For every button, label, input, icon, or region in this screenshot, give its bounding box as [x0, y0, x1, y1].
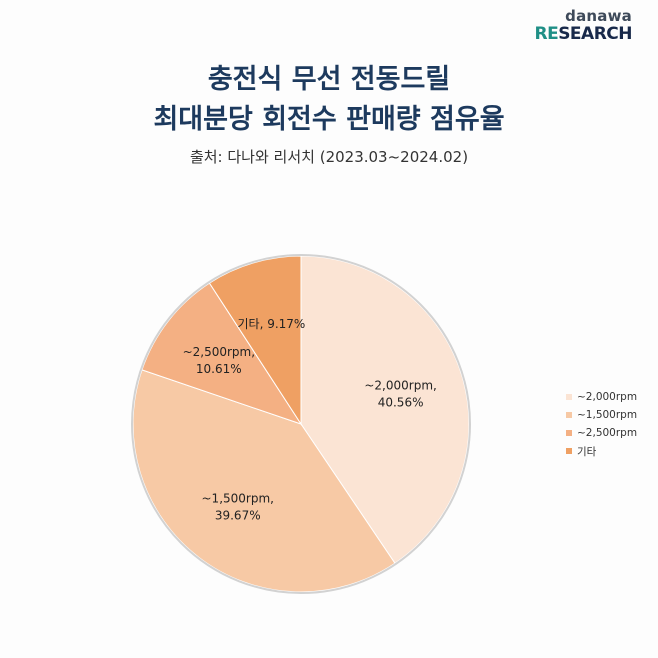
slice-label-category: ~2,000rpm,	[364, 379, 436, 393]
pie-slice	[132, 369, 396, 593]
danawa-research-logo: danawa RESEARCH	[534, 8, 632, 44]
legend-swatch	[566, 394, 572, 400]
logo-danawa-text: danawa	[565, 7, 632, 25]
legend-item: ~2,000rpm	[566, 388, 637, 406]
legend-swatch	[566, 430, 572, 436]
chart-title-line1: 충전식 무선 전동드릴	[207, 64, 451, 95]
slice-label-value: 39.67%	[215, 509, 261, 523]
pie-slice	[208, 255, 302, 426]
slice-label: ~1,500rpm, 39.67%	[202, 492, 274, 523]
legend-swatch	[566, 412, 572, 418]
pie-slices	[131, 254, 471, 594]
pie-slice	[141, 282, 303, 425]
slice-label: ~2,500rpm, 10.61%	[183, 345, 255, 376]
legend-label: ~1,500rpm	[577, 409, 638, 421]
pie-slice	[300, 255, 470, 564]
legend-swatch	[566, 448, 572, 454]
legend-item: 기타	[566, 442, 637, 460]
chart-title-line2: 최대분당 회전수 판매량 점유율	[153, 104, 505, 135]
legend-label: ~2,000rpm	[577, 391, 638, 403]
slice-label-category: ~2,500rpm,	[183, 345, 255, 359]
chart-source: 출처: 다나와 리서치 (2023.03~2024.02)	[189, 148, 469, 166]
slice-label-value: 40.56%	[378, 396, 424, 410]
legend-label: ~2,500rpm	[577, 427, 638, 439]
slice-label-value: 10.61%	[196, 362, 242, 376]
slice-label: ~2,000rpm, 40.56%	[364, 379, 436, 410]
chart-legend: ~2,000rpm ~1,500rpm ~2,500rpm 기타	[566, 388, 637, 460]
logo-research-text: RESEARCH	[534, 25, 632, 44]
legend-item: ~2,500rpm	[566, 424, 637, 442]
slice-label: 기타, 9.17%	[237, 317, 305, 331]
legend-label: 기타	[577, 445, 597, 458]
logo-search-text: SEARCH	[558, 24, 632, 44]
pie-outline	[131, 254, 471, 594]
pie-labels: ~2,000rpm, 40.56% ~1,500rpm, 39.67% ~2,500rp…	[183, 317, 437, 523]
logo-re-text: RE	[534, 24, 559, 44]
slice-label-category: ~1,500rpm,	[202, 492, 274, 506]
legend-item: ~1,500rpm	[566, 406, 637, 424]
